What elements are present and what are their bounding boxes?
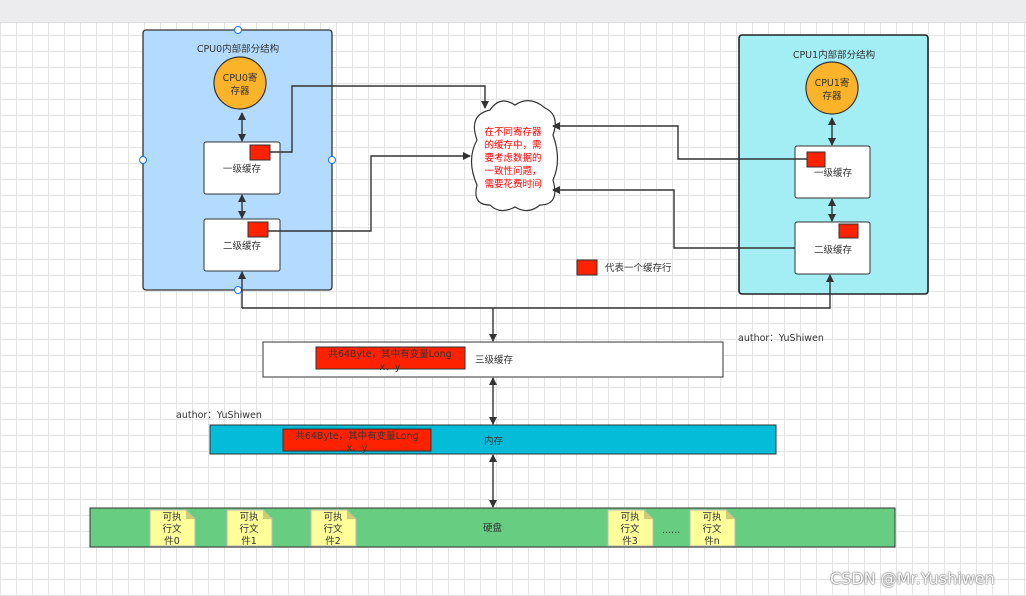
l3-cacheline-line-2: x、y	[380, 362, 401, 373]
selection-handles[interactable]	[139, 26, 336, 294]
file-label-line: 行文	[702, 523, 722, 535]
cpu0-title: CPU0内部部分结构	[197, 43, 279, 55]
file-label-line: 行文	[323, 523, 343, 535]
disk[interactable]	[89, 507, 896, 548]
memory-cacheline-line-2: x、y	[347, 443, 368, 454]
cpu0-l2-label: 二级缓存	[223, 240, 262, 252]
cpu1-l1-cacheline[interactable]	[806, 151, 826, 168]
disk-ellipsis: ......	[662, 525, 680, 536]
cpu1-register[interactable]	[805, 61, 859, 115]
cpu1-group[interactable]: CPU1内部部分结构 CPU1寄 存器 一级缓存 二级缓存	[738, 34, 929, 295]
cpu1-l2-label: 二级缓存	[814, 244, 853, 256]
cloud-line-2: 的缓存中，需	[484, 139, 541, 151]
watermark: CSDN @Mr.Yushiwen	[830, 569, 995, 588]
memory-cacheline-line-1: 共64Byte，其中有变量Long	[295, 430, 418, 442]
cloud-line-4: 一致性问题，	[484, 165, 541, 177]
file-label-line: 可执	[702, 511, 722, 523]
file-label-line: 可执	[323, 511, 343, 523]
coherence-note-cloud[interactable]: 在不同寄存器 的缓存中，需 要考虑数据的 一致性问题， 需要花费时间	[470, 100, 559, 212]
cpu1-title: CPU1内部部分结构	[793, 49, 875, 61]
memory-label: 内存	[484, 435, 504, 447]
toolbar	[0, 0, 1026, 23]
cloud-line-3: 要考虑数据的	[484, 152, 541, 164]
file-label-line: 可执	[620, 511, 640, 523]
cpu0-register[interactable]	[213, 56, 267, 110]
l3-cacheline[interactable]	[315, 346, 466, 370]
cloud-line-1: 在不同寄存器	[484, 126, 542, 138]
author-label: author：YuShiwen	[738, 333, 824, 344]
cpu1-register-label-2: 存器	[822, 90, 842, 102]
cpu1-register-label-1: CPU1寄	[815, 77, 850, 89]
arrow-cpu0-l1-to-cloud	[270, 85, 489, 153]
file-label-line: 行文	[239, 523, 259, 535]
cpu0-l1-label: 一级缓存	[223, 163, 262, 175]
cpu0-group[interactable]: CPU0内部部分结构 CPU0寄 存器 一级缓存 二级缓存	[139, 26, 336, 294]
cpu0-l1-cacheline[interactable]	[249, 144, 271, 161]
file-label-line: 件n	[704, 535, 720, 547]
file-label-line: 件2	[325, 535, 341, 547]
file-label-line: 行文	[620, 523, 640, 535]
arrow-cpu0-l2-to-cloud	[268, 152, 471, 232]
file-label-line: 行文	[162, 523, 182, 535]
file-label-line: 件3	[622, 535, 638, 547]
cpu1-l2-cacheline[interactable]	[838, 223, 859, 239]
disk-label: 硬盘	[483, 522, 503, 534]
file-label-line: 可执	[239, 511, 259, 523]
arrow-l3-cpu1-l2	[242, 274, 834, 309]
file-label-line: 可执	[162, 511, 182, 523]
file-label-line: 件1	[241, 535, 257, 547]
cpu1-l1-label: 一级缓存	[814, 167, 853, 179]
l3-label: 三级缓存	[475, 354, 514, 366]
arrow-cpu1-l1-to-cloud	[552, 122, 807, 160]
connectors	[238, 85, 836, 508]
cloud-line-5: 需要花费时间	[484, 178, 541, 190]
author-label: author：YuShiwen	[176, 410, 262, 421]
legend-cacheline-swatch	[576, 259, 598, 276]
arrow-cpu1-l2-to-cloud	[552, 186, 795, 249]
cpu0-register-label-1: CPU0寄	[223, 72, 258, 84]
file-label-line: 件0	[164, 535, 180, 547]
legend-label: 代表一个缓存行	[605, 262, 672, 274]
l3-cacheline-line-1: 共64Byte，其中有变量Long	[328, 348, 451, 360]
cpu0-l2-cacheline[interactable]	[247, 221, 269, 238]
memory-cacheline[interactable]	[282, 428, 432, 452]
cpu0-register-label-2: 存器	[230, 85, 250, 97]
